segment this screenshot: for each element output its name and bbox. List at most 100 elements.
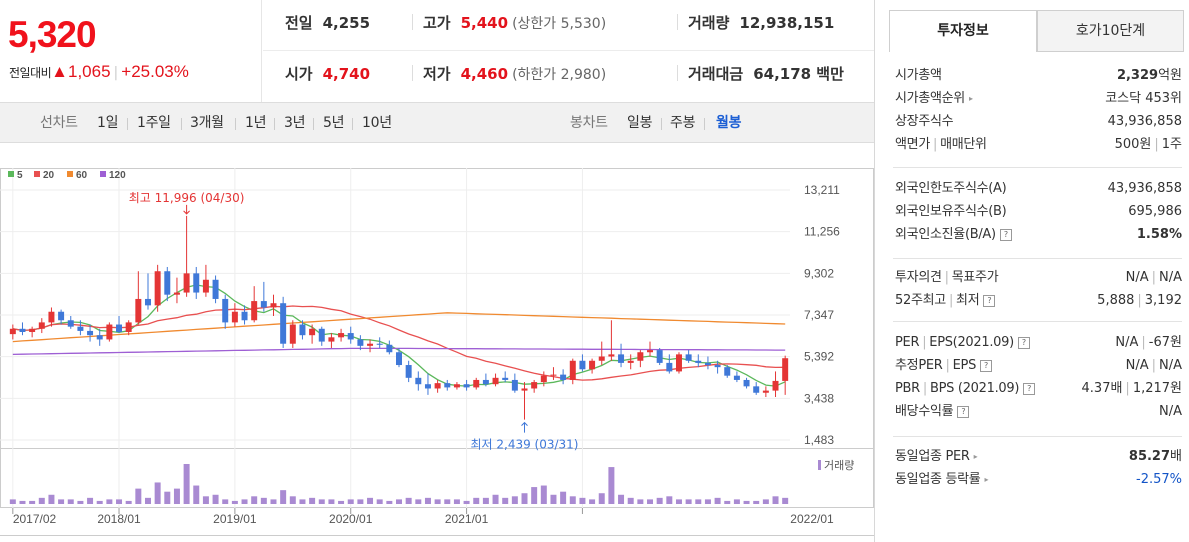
volume-bar <box>782 497 789 504</box>
foreign-holdings-block: 외국인한도주식수(A) 43,936,858 외국인보유주식수(B) 695,9… <box>893 167 1182 246</box>
help-icon[interactable]: ? <box>999 228 1012 241</box>
candle-chart-label[interactable]: 봉차트 <box>570 115 608 131</box>
info-row[interactable]: 동일업종 PER ▸ 85.27배 <box>893 445 1182 468</box>
candle-body <box>482 379 489 385</box>
tab-daily[interactable]: 일봉 <box>627 115 653 131</box>
stock-chart-panel: 5,320 전일대비▲1,065 | +25.03% 전일 4,255 고가 5,440… <box>0 0 874 542</box>
candle-body <box>608 354 615 357</box>
tab-3-years[interactable]: 3년 <box>284 115 306 131</box>
candle-body <box>367 343 374 346</box>
tab-1-week[interactable]: 1주일 <box>137 115 171 131</box>
industry-per-label[interactable]: 동일업종 PER <box>895 449 970 464</box>
info-value: 43,936,858 <box>1107 181 1182 196</box>
candle-body <box>753 386 760 393</box>
help-icon[interactable]: ? <box>980 359 993 372</box>
volume-bar <box>579 497 586 504</box>
volume-bar <box>762 499 769 504</box>
legend-swatch <box>100 171 106 177</box>
info-value: 85.27배 <box>1129 445 1182 468</box>
candle-body <box>762 390 769 393</box>
candle-body <box>38 322 45 329</box>
volume-bar <box>173 488 180 504</box>
info-label[interactable]: 동일업종 PER ▸ <box>895 445 978 468</box>
line-chart-label[interactable]: 선차트 <box>40 115 78 131</box>
info-row: 추정PER | EPS? N/A | N/A <box>893 354 1182 377</box>
info-label[interactable]: 동일업종 등락률 ▸ <box>895 468 988 491</box>
tab-1-day[interactable]: 1일 <box>97 115 119 131</box>
info-label[interactable]: 시가총액순위 ▸ <box>895 87 973 110</box>
volume-bar <box>685 499 692 504</box>
tab-order-book[interactable]: 호가10단계 <box>1037 10 1184 52</box>
candle-body <box>656 350 663 363</box>
candle-body <box>424 384 431 389</box>
label-part: BPS (2021.09) <box>929 381 1020 396</box>
candlestick-chart[interactable]: 13,211 11,256 9,302 7,347 5,392 3,438 1,483 201… <box>0 143 874 542</box>
help-icon[interactable]: ? <box>1017 336 1030 349</box>
candle-body <box>772 380 779 391</box>
volume-bar <box>434 499 441 504</box>
volume-bar <box>473 497 480 504</box>
unit: 억원 <box>1158 68 1182 83</box>
down-arrow-icon <box>183 204 190 215</box>
info-row[interactable]: 동일업종 등락률 ▸ -2.57% <box>893 468 1182 491</box>
info-label: 상장주식수 <box>895 114 954 129</box>
price-summary: 전일 4,255 고가 5,440 (상한가 5,530) 거래량 12,938,151… <box>263 0 874 102</box>
volume-bar <box>164 491 171 504</box>
volume-bar <box>511 496 518 504</box>
unit: 배 <box>1170 449 1182 464</box>
change-amount: 1,065 <box>68 62 111 81</box>
info-value: N/A | N/A <box>1126 266 1182 289</box>
info-row[interactable]: 시가총액순위 ▸ 코스닥 453위 <box>893 87 1182 110</box>
volume-bar <box>125 500 132 504</box>
tab-monthly[interactable]: 월봉 <box>716 115 742 131</box>
tab-weekly[interactable]: 주봉 <box>670 115 696 131</box>
volume-bar <box>347 499 354 504</box>
info-row: PER | EPS(2021.09)? N/A | -67원 <box>893 331 1182 354</box>
candle-body <box>48 311 55 323</box>
candle-body <box>444 383 451 388</box>
info-label: 배당수익률? <box>895 400 970 423</box>
tab-3-months[interactable]: 3개월 <box>190 115 224 131</box>
high-label: 고가 <box>423 14 451 32</box>
info-label: 외국인소진율(B/A)? <box>895 223 1012 246</box>
candle-body <box>193 273 200 293</box>
candle-body <box>338 333 345 338</box>
label-part: 투자의견 <box>895 270 942 285</box>
candle-body <box>299 324 306 336</box>
x-tick-label: 2019/01 <box>213 512 257 526</box>
candle-body <box>714 365 721 368</box>
investment-opinion-block: 투자의견 | 목표주가 N/A | N/A 52주최고 | 최저? 5,888 | 3,192 <box>893 258 1182 312</box>
y-tick-label: 13,211 <box>804 183 840 197</box>
help-icon[interactable]: ? <box>957 405 970 418</box>
prev-close: 전일 4,255 <box>285 0 370 51</box>
y-tick-label: 5,392 <box>804 350 834 364</box>
info-value: 500원 | 1주 <box>1115 133 1182 156</box>
tab-10-years[interactable]: 10년 <box>362 115 392 131</box>
amount-label: 거래대금 <box>688 65 744 83</box>
candle-body <box>9 328 16 335</box>
volume-bar <box>135 488 142 504</box>
label-part: 52주최고 <box>895 293 946 308</box>
help-icon[interactable]: ? <box>983 294 996 307</box>
tab-1-year[interactable]: 1년 <box>245 115 267 131</box>
help-icon[interactable]: ? <box>1023 382 1036 395</box>
info-row: 상장주식수 43,936,858 <box>893 110 1182 133</box>
divider <box>181 118 182 130</box>
tab-5-years[interactable]: 5년 <box>323 115 345 131</box>
volume-bar <box>19 500 26 504</box>
volume-bar <box>531 487 538 504</box>
market-cap-rank-label[interactable]: 시가총액순위 <box>895 91 965 106</box>
high-annotation: 최고 11,996 (04/30) <box>129 191 245 205</box>
ma20-line <box>12 305 786 381</box>
legend-label: 20 <box>43 170 55 181</box>
candle-body <box>67 320 74 327</box>
x-tick-label: 2018/01 <box>97 512 141 526</box>
industry-change-label[interactable]: 동일업종 등락률 <box>895 472 981 487</box>
volume-label: 거래량 <box>824 459 854 472</box>
divider <box>412 14 413 30</box>
high-price: 고가 5,440 (상한가 5,530) <box>423 0 606 51</box>
tab-investment-info[interactable]: 투자정보 <box>889 10 1037 52</box>
value-part: N/A <box>1159 358 1182 373</box>
volume-bar <box>87 497 94 504</box>
volume-bar <box>309 497 316 504</box>
